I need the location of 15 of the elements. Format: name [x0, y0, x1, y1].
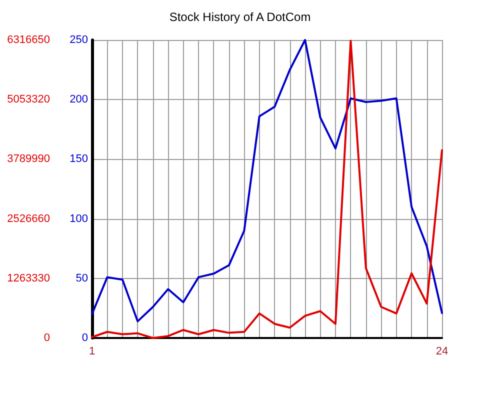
y-tick-label: 200: [70, 94, 88, 106]
chart-title: Stock History of A DotCom: [169, 10, 311, 24]
y2-tick-label: 5053320: [7, 94, 50, 106]
y-tick-label: 0: [82, 332, 88, 344]
y-tick-label: 250: [70, 34, 88, 46]
y2-tick-label: 6316650: [7, 34, 50, 46]
y-tick-label: 50: [76, 272, 88, 284]
y-tick-label: 150: [70, 153, 88, 166]
x-tick-label: 1: [88, 346, 96, 358]
y-tick-label: 100: [70, 212, 88, 225]
y2-tick-label: 1263330: [7, 272, 50, 284]
y2-tick-label: 0: [44, 332, 50, 344]
y2-tick-label: 2526660: [7, 212, 50, 225]
y2-tick-label: 3789990: [7, 153, 50, 166]
x-tick-label: 24: [436, 346, 448, 358]
